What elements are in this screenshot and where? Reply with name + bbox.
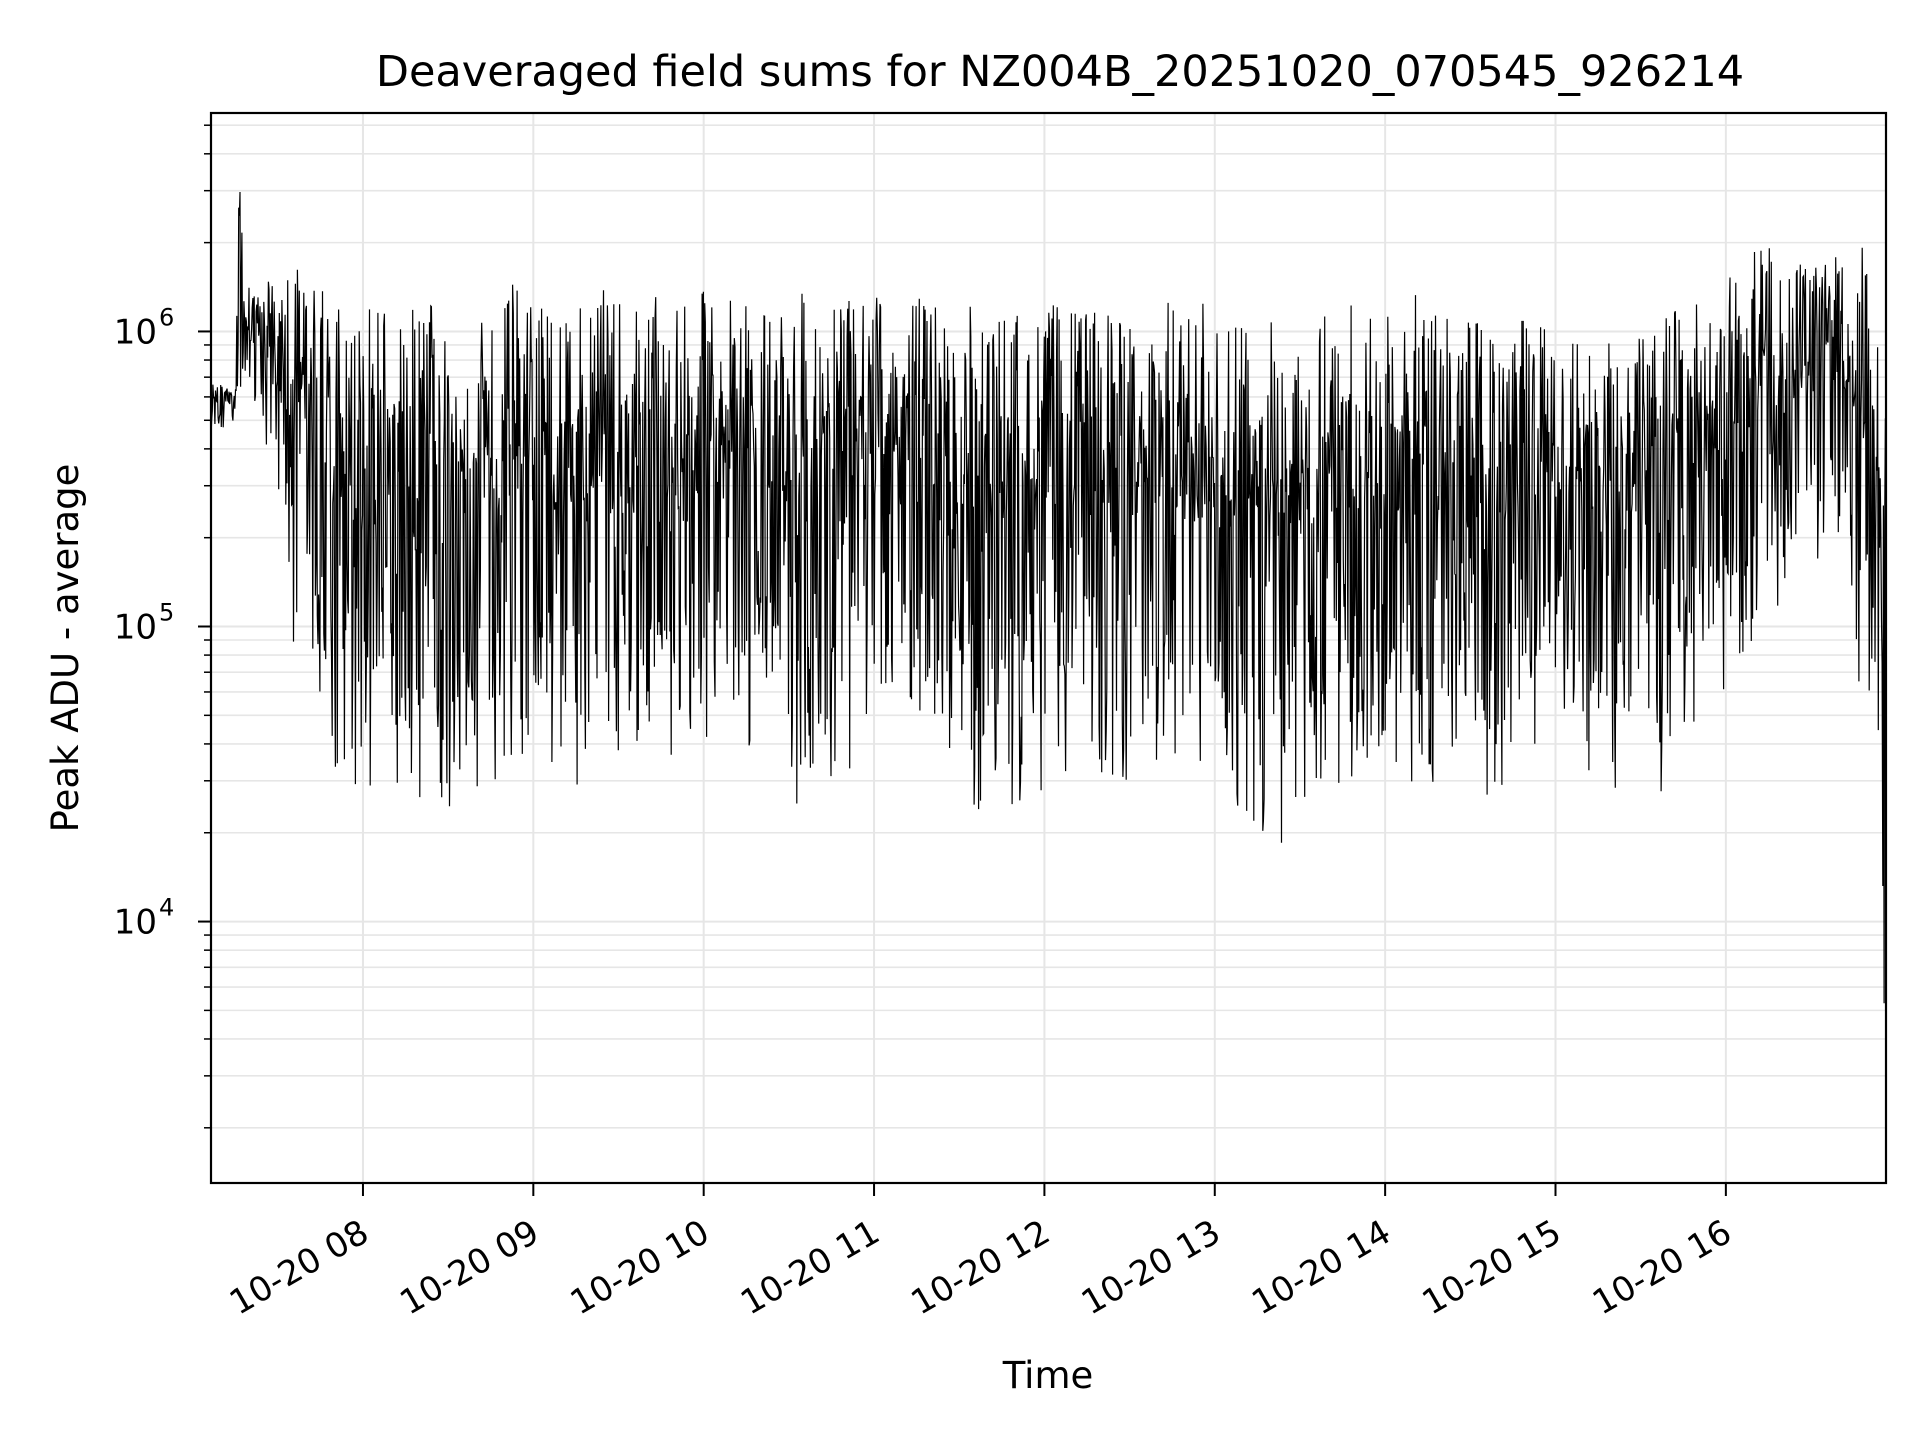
y-tick-exponent: 5 xyxy=(159,599,174,627)
plot-frame xyxy=(209,111,1888,1185)
chart-title: Deaveraged field sums for NZ004B_2025102… xyxy=(376,47,1744,97)
y-tick-label: 10 xyxy=(114,903,157,943)
y-tick-exponent: 6 xyxy=(159,303,174,331)
y-tick-exponent: 4 xyxy=(159,894,174,922)
y-tick-label: 10 xyxy=(114,312,157,352)
data-line xyxy=(210,191,1887,1004)
series-line xyxy=(210,191,1887,1004)
y-tick-label: 10 xyxy=(114,608,157,648)
x-axis-label: Time xyxy=(1002,1354,1094,1397)
y-axis-label: Peak ADU - average xyxy=(44,464,87,833)
